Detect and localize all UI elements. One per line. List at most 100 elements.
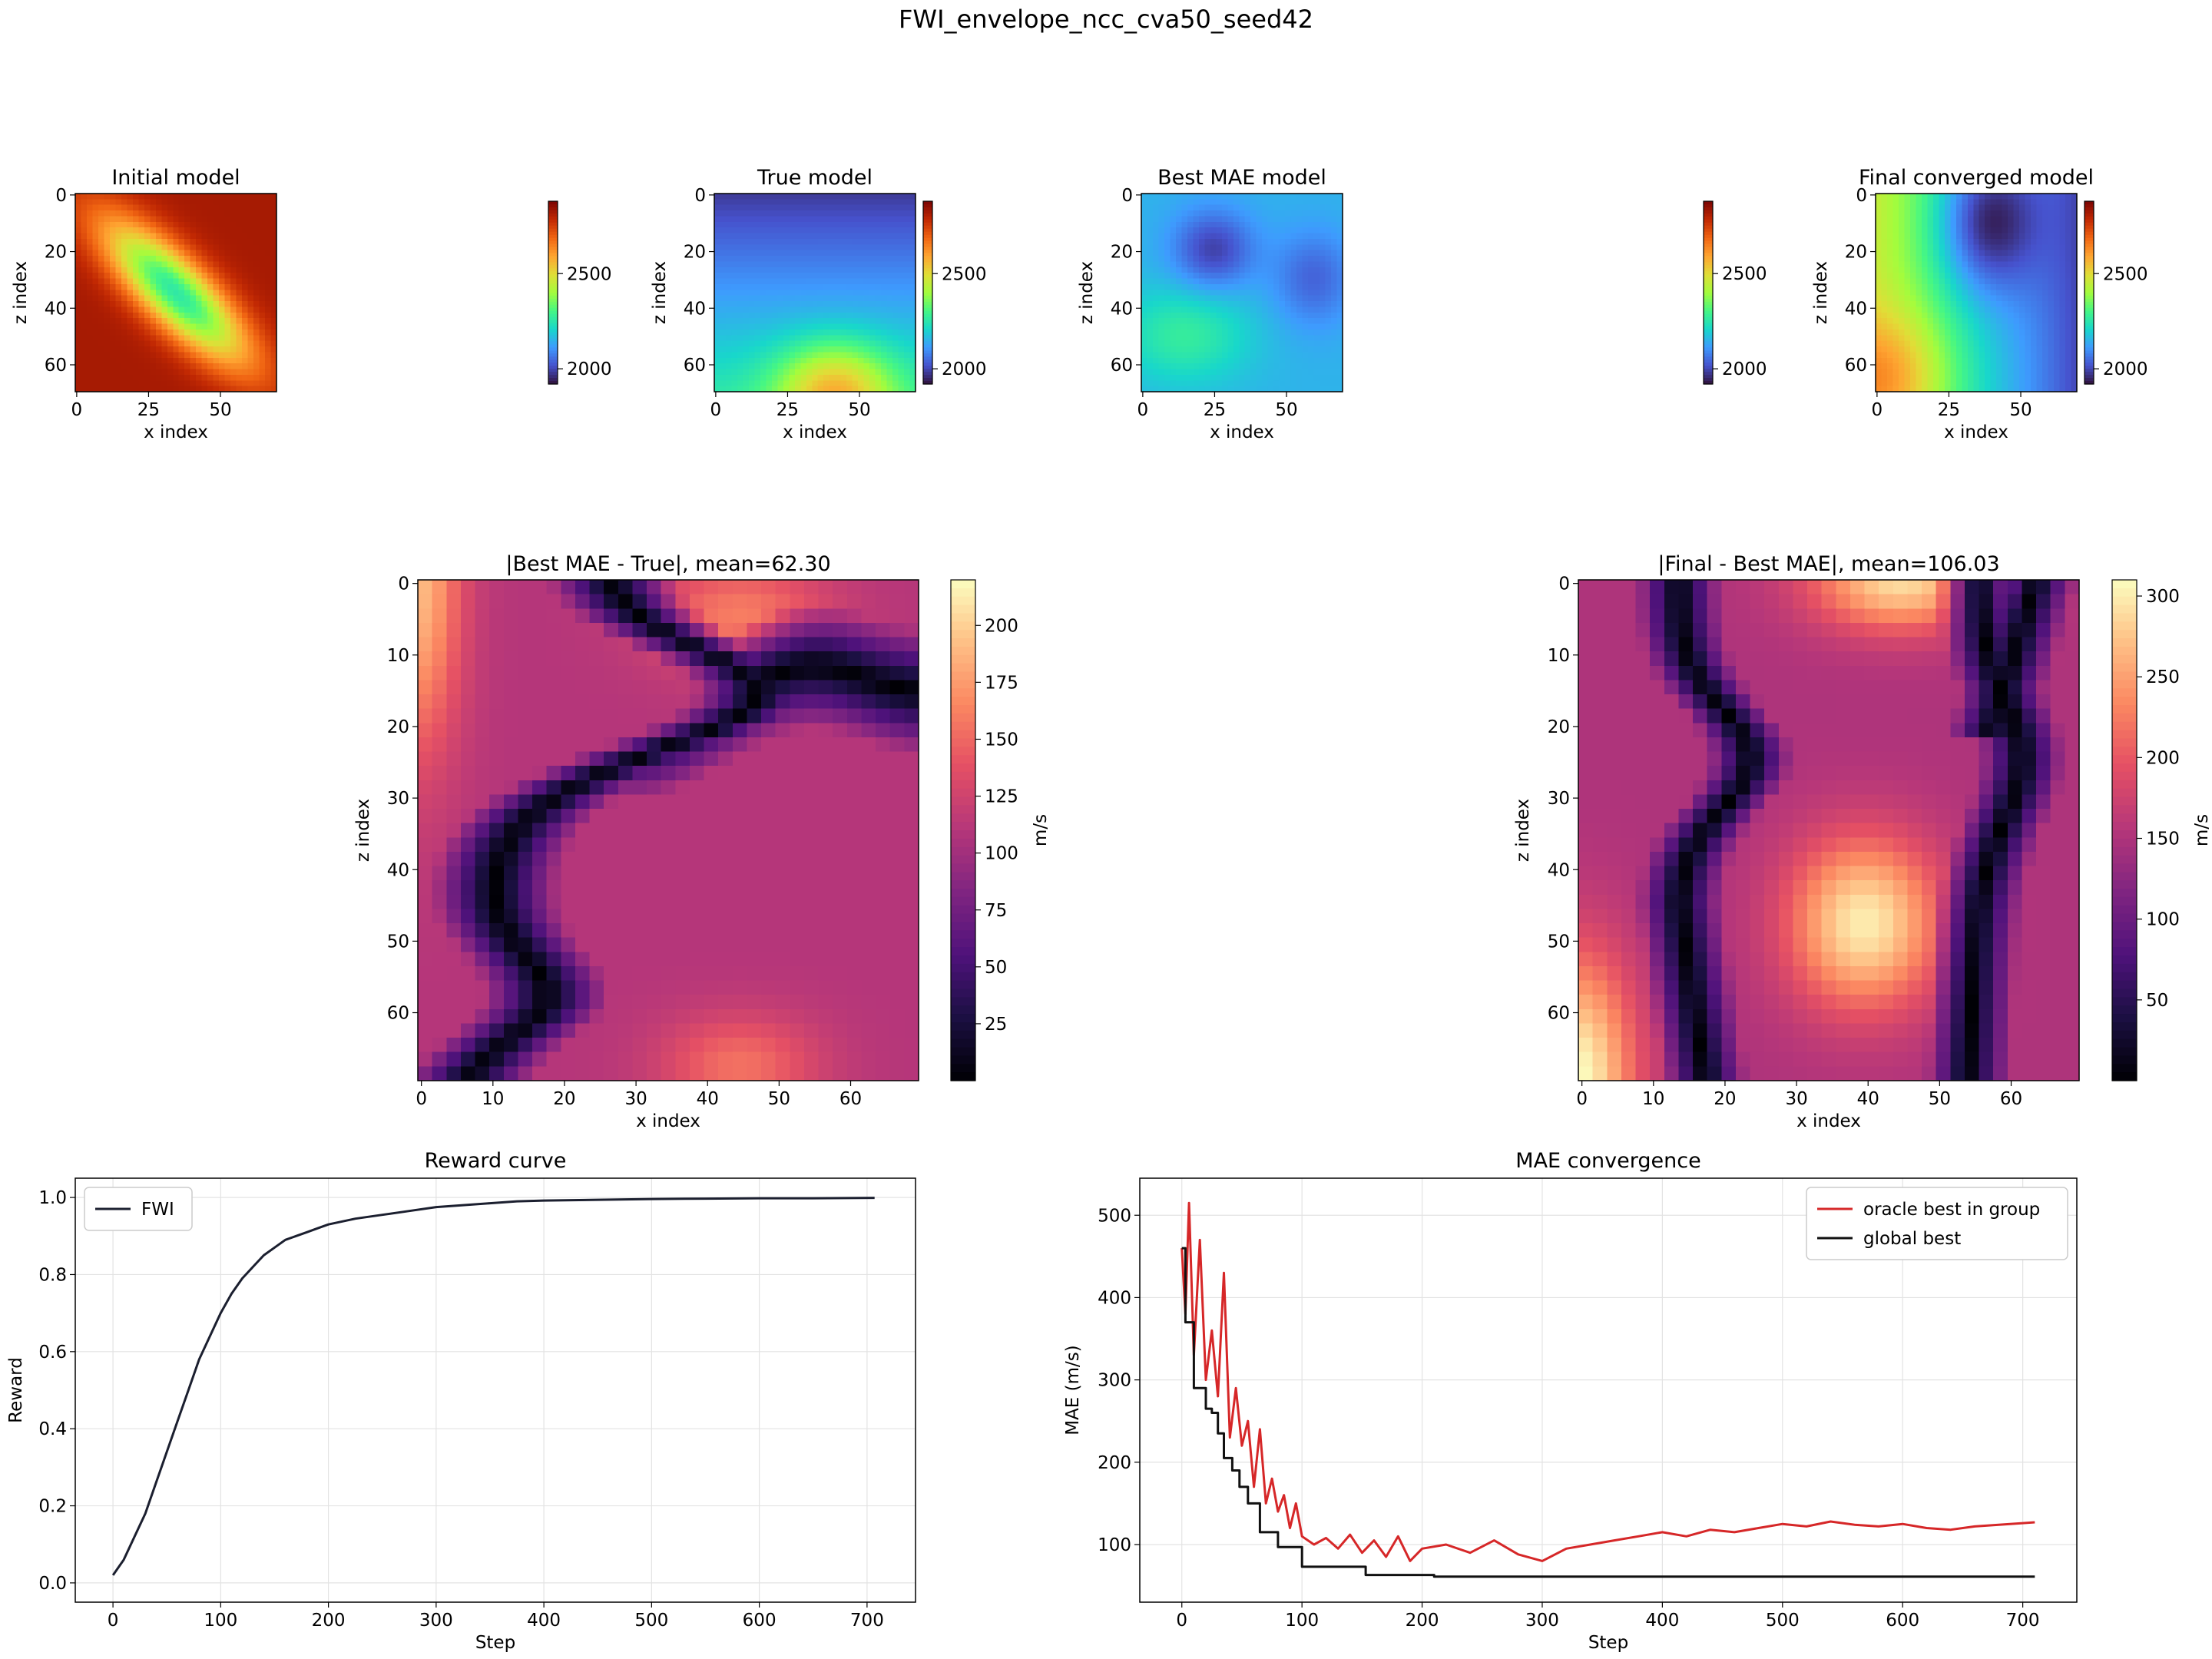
heatmap-cell [852,380,859,387]
heatmap-cell [725,283,733,290]
heatmap-cell [1916,261,1922,268]
heatmap-cell [794,216,801,223]
heatmap-cell [161,357,168,364]
heatmap-cell [167,318,174,325]
heatmap-cell [104,199,111,206]
heatmap-cell [207,267,214,273]
heatmap-cell [167,267,174,273]
heatmap-cell [1193,346,1200,353]
heatmap-cell [1244,199,1251,206]
heatmap-cell [2048,244,2055,251]
heatmap-cell [1932,323,1939,330]
heatmap-cell [794,204,801,211]
heatmap-cell [2036,250,2043,257]
colorbar-segment [923,313,932,318]
heatmap-cell [173,204,180,211]
heatmap-cell [886,267,893,273]
heatmap-cell [104,306,111,313]
heatmap-cell [190,199,197,206]
heatmap-cell [1181,335,1188,342]
heatmap-cell [829,204,836,211]
heatmap-cell [1990,261,1997,268]
heatmap-cell [892,238,899,245]
heatmap-cell [213,363,220,370]
heatmap-cell [1876,199,1883,206]
heatmap-cell [852,216,859,223]
heatmap-cell [2065,216,2072,223]
heatmap-cell [196,340,203,347]
heatmap-cell [2025,357,2032,364]
heatmap-cell [881,204,888,211]
heatmap-cell [1147,295,1154,302]
heatmap-cell [1198,363,1205,370]
heatmap-cell [1227,199,1234,206]
heatmap-cell [1279,221,1286,228]
heatmap-cell [173,323,180,330]
heatmap-cell [2048,210,2055,217]
heatmap-cell [1152,227,1160,234]
heatmap-cell [1181,380,1188,387]
heatmap-cell [2031,312,2038,319]
heatmap-cell [812,290,819,296]
heatmap-cell [1904,283,1911,290]
heatmap-cell [881,250,888,257]
heatmap-cell [1985,346,1992,353]
heatmap-cell [1244,244,1251,251]
heatmap-cell [1944,295,1951,302]
heatmap-cell [743,227,750,234]
heatmap-cell [1979,301,1985,308]
heatmap-image [1876,194,2078,392]
heatmap-cell [1210,335,1217,342]
heatmap-cell [1290,329,1297,336]
heatmap-cell [794,369,801,376]
heatmap-cell [1233,273,1240,280]
heatmap-cell [904,261,911,268]
heatmap-cell [86,250,94,257]
heatmap-cell [720,335,727,342]
heatmap-cell [1336,295,1343,302]
heatmap-cell [794,227,801,234]
heatmap-cell [259,227,266,234]
heatmap-cell [1290,335,1297,342]
heatmap-cell [737,295,744,302]
heatmap-cell [777,210,784,217]
heatmap-cell [2031,295,2038,302]
heatmap-cell [92,352,99,359]
heatmap-cell [242,204,249,211]
heatmap-cell [2031,301,2038,308]
heatmap-cell [2042,335,2049,342]
heatmap-cell [1308,273,1315,280]
heatmap-cell [1336,250,1343,257]
heatmap-cell [138,227,145,234]
heatmap-cell [886,352,893,359]
heatmap-cell [138,352,145,359]
heatmap-cell [1227,295,1234,302]
heatmap-cell [1285,290,1292,296]
colorbar-segment [548,280,558,284]
heatmap-cell [1313,363,1320,370]
heatmap-cell [1296,204,1303,211]
heatmap-cell [109,256,116,263]
heatmap-cell [1239,318,1246,325]
heatmap-cell [127,290,134,296]
heatmap-cell [1892,283,1899,290]
heatmap-cell [829,283,836,290]
heatmap-cell [1881,323,1888,330]
heatmap-cell [909,238,916,245]
heatmap-cell [1262,312,1269,319]
heatmap-cell [1955,233,1962,240]
heatmap-cell [155,227,162,234]
heatmap-cell [2008,273,2015,280]
heatmap-cell [224,233,231,240]
heatmap-cell [1898,227,1906,234]
heatmap-cell [201,352,208,359]
heatmap-cell [1279,256,1286,263]
heatmap-cell [1164,386,1171,392]
heatmap-cell [184,204,191,211]
heatmap-cell [1273,244,1280,251]
heatmap-cell [242,301,249,308]
heatmap-cell [1296,363,1303,370]
heatmap-cell [144,295,151,302]
heatmap-cell [1876,329,1883,336]
heatmap-cell [265,273,272,280]
